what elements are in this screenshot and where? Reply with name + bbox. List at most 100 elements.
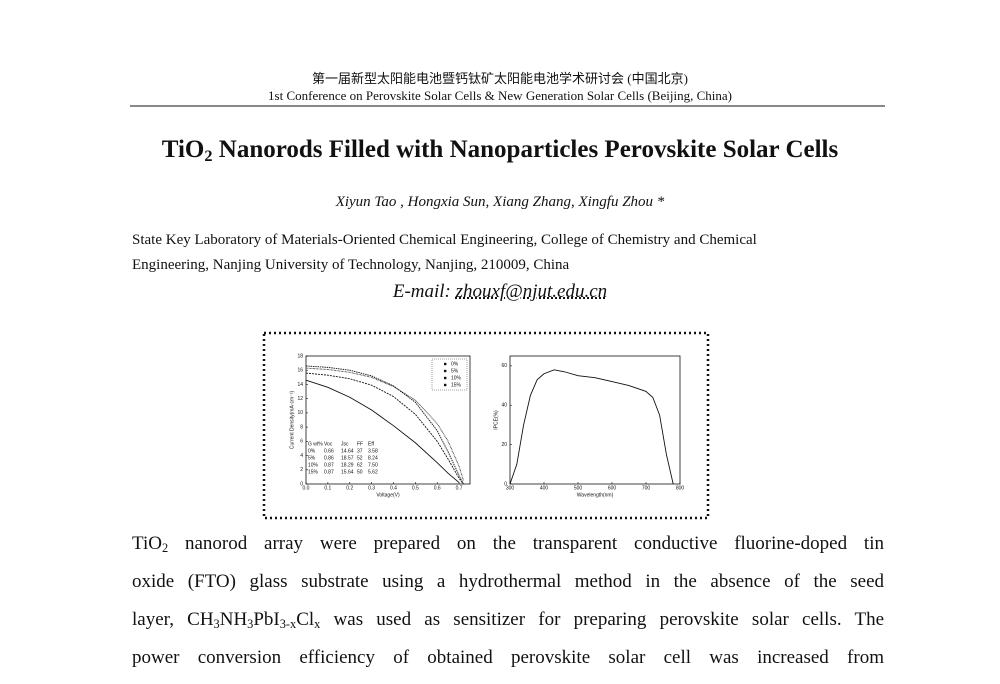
table-cell: 62 xyxy=(357,462,363,468)
x-tick-label: 700 xyxy=(642,485,651,491)
legend-label: 0% xyxy=(451,361,459,367)
x-tick-label: 500 xyxy=(574,485,583,491)
email-label: E-mail: xyxy=(392,281,451,302)
table-cell: 7.50 xyxy=(368,462,378,468)
y-axis-label: Current Density(mA·cm⁻²) xyxy=(289,391,295,450)
table-cell: 0.87 xyxy=(324,469,334,475)
plot-frame xyxy=(509,355,681,485)
subscript: x xyxy=(314,617,321,632)
y-tick-label: 8 xyxy=(300,424,303,430)
paper-title: TiO2 Nanorods Filled with Nanoparticles … xyxy=(0,136,1000,166)
subscript: 3-x xyxy=(279,617,297,632)
y-tick-label: 16 xyxy=(297,368,303,374)
table-cell: 18.57 xyxy=(341,455,354,461)
text-run: layer, CH xyxy=(132,609,214,630)
table-cell: 0.66 xyxy=(324,448,334,454)
body-line: oxide (FTO) glass substrate using a hydr… xyxy=(132,571,884,593)
table-header: Voc xyxy=(324,441,333,447)
y-tick-label: 40 xyxy=(501,403,507,409)
conference-cn: 第一届新型太阳能电池暨钙钛矿太阳能电池学术研讨会 (中国北京) xyxy=(312,71,688,86)
plot-frame xyxy=(305,355,471,485)
body-line: layer, CH3NH3PbI3-xClx was used as sensi… xyxy=(132,609,884,632)
y-tick-label: 0 xyxy=(504,481,507,487)
affiliation: Engineering, Nanjing University of Techn… xyxy=(132,257,570,273)
table-cell: 8.24 xyxy=(368,455,378,461)
x-tick-label: 600 xyxy=(608,485,617,491)
series-line xyxy=(305,379,460,483)
body-line: power conversion efficiency of obtained … xyxy=(132,647,884,669)
text-run: nanorod array were prepared on the trans… xyxy=(168,533,884,554)
y-axis-label: IPCE(%) xyxy=(493,410,499,430)
table-cell: 15.64 xyxy=(341,469,354,475)
y-tick-label: 10 xyxy=(297,410,303,416)
subscript: 3 xyxy=(213,617,220,632)
series-line xyxy=(509,369,674,485)
figure-frame xyxy=(262,331,710,520)
y-tick-label: 2 xyxy=(300,467,303,473)
y-tick-label: 18 xyxy=(297,353,303,359)
text-run: NH xyxy=(219,609,248,630)
table-header: FF xyxy=(357,441,363,447)
text-run: Cl xyxy=(296,609,315,630)
legend-marker xyxy=(444,383,447,387)
x-tick-label: 0.4 xyxy=(390,485,397,491)
text-run: power conversion efficiency of obtained … xyxy=(132,647,884,668)
table-header: Eff xyxy=(368,441,375,447)
legend-label: 5% xyxy=(451,368,459,374)
body-line: TiO2 nanorod array were prepared on the … xyxy=(132,533,884,556)
legend-box xyxy=(431,358,468,391)
table-cell: 10% xyxy=(308,462,319,468)
authors: Xiyun Tao , Hongxia Sun, Xiang Zhang, Xi… xyxy=(335,194,665,210)
email-line: E-mail: zhouxf@njut.edu.cn xyxy=(0,281,1000,303)
x-tick-label: 0.6 xyxy=(434,485,441,491)
subscript: 2 xyxy=(204,147,213,166)
text-run: TiO xyxy=(161,136,205,163)
legend-marker xyxy=(444,369,447,373)
legend-label: 15% xyxy=(451,382,462,388)
conference-en: 1st Conference on Perovskite Solar Cells… xyxy=(268,88,732,103)
x-axis-label: Wavelength(nm) xyxy=(577,492,614,498)
y-tick-label: 14 xyxy=(297,382,303,388)
text-run: PbI xyxy=(253,609,280,630)
legend-marker xyxy=(444,376,447,380)
y-tick-label: 6 xyxy=(300,439,303,445)
x-axis-label: Voltage(V) xyxy=(376,492,400,498)
y-tick-label: 0 xyxy=(300,481,303,487)
table-cell: 15% xyxy=(308,469,319,475)
table-cell: 0% xyxy=(308,448,316,454)
table-cell: 0.87 xyxy=(324,462,334,468)
text-run: was used as sensitizer for preparing per… xyxy=(320,609,884,630)
table-cell: 5% xyxy=(308,455,316,461)
x-tick-label: 300 xyxy=(506,485,515,491)
series-line xyxy=(305,372,464,485)
table-cell: 0.86 xyxy=(324,455,334,461)
x-tick-label: 0.1 xyxy=(324,485,331,491)
x-tick-label: 0.2 xyxy=(346,485,353,491)
table-cell: 52 xyxy=(357,455,363,461)
text-run: oxide (FTO) glass substrate using a hydr… xyxy=(132,571,884,592)
affiliation: State Key Laboratory of Materials-Orient… xyxy=(132,232,757,248)
subscript: 3 xyxy=(247,617,254,632)
series-line xyxy=(305,365,464,485)
table-header: G wt% xyxy=(308,441,323,447)
table-cell: 3.58 xyxy=(368,448,378,454)
table-cell: 18.29 xyxy=(341,462,354,468)
x-tick-label: 0.5 xyxy=(412,485,419,491)
y-tick-label: 4 xyxy=(300,453,303,459)
x-tick-label: 0.0 xyxy=(303,485,310,491)
email-address[interactable]: zhouxf@njut.edu.cn xyxy=(455,281,608,302)
x-tick-label: 0.7 xyxy=(456,485,463,491)
series-line xyxy=(305,367,464,481)
table-cell: 5.62 xyxy=(368,469,378,475)
table-header: Jsc xyxy=(341,441,349,447)
x-tick-label: 800 xyxy=(676,485,685,491)
text-run: TiO xyxy=(132,533,162,554)
legend-marker xyxy=(444,362,447,366)
x-tick-label: 400 xyxy=(540,485,549,491)
x-tick-label: 0.3 xyxy=(368,485,375,491)
table-cell: 14.64 xyxy=(341,448,354,454)
table-cell: 50 xyxy=(357,469,363,475)
y-tick-label: 60 xyxy=(501,363,507,369)
